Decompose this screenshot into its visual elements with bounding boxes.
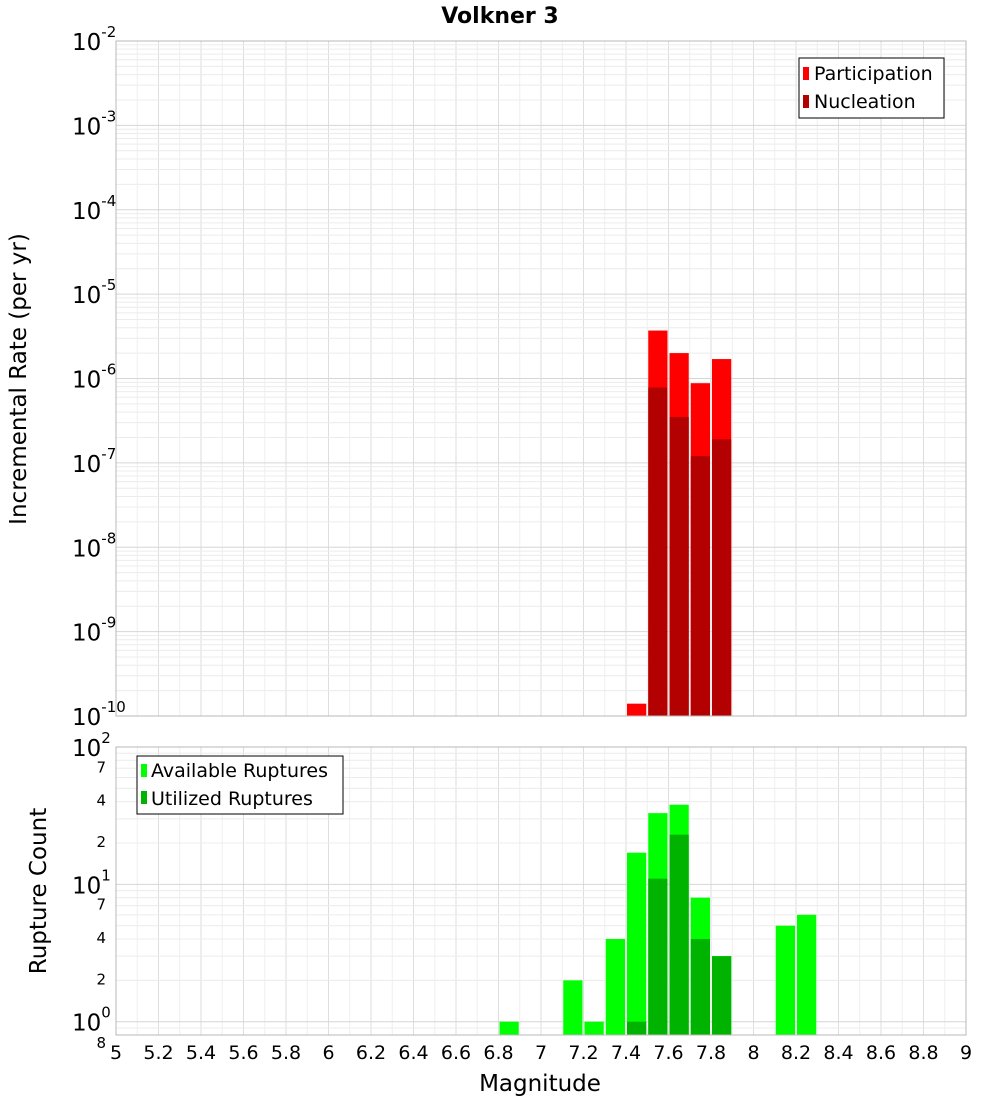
x-tick-label: 7 (535, 1042, 547, 1064)
count-y-minor-tick-label: 7 (96, 896, 106, 914)
magnitude-x-axis-label: Magnitude (479, 1071, 601, 1097)
x-tick-label: 8.2 (781, 1042, 811, 1064)
participation-legend-swatch (803, 67, 809, 80)
utilized-ruptures-bar (669, 834, 689, 1035)
x-tick-label: 5.4 (186, 1042, 216, 1064)
count-y-tick-label: 102 (72, 729, 111, 762)
x-tick-label: 9 (960, 1042, 972, 1064)
rate-y-tick-label: 10-5 (72, 276, 116, 309)
x-tick-label: 7.4 (611, 1042, 641, 1064)
utilized-ruptures-bar (690, 939, 710, 1035)
utilized-legend-swatch (141, 791, 147, 804)
available-ruptures-bar (627, 852, 647, 1035)
rate-plot-y-ticks: 10-10 10-9 10-8 10-7 10-6 10-5 10-4 10-3 10-2 (72, 23, 126, 731)
rate-legend: Participation Nucleation (798, 57, 945, 119)
x-tick-label: 6.2 (356, 1042, 386, 1064)
available-ruptures-bar (563, 980, 583, 1035)
available-legend-label: Available Ruptures (151, 760, 328, 782)
utilized-ruptures-bar (648, 878, 668, 1035)
rate-y-tick-label: 10-6 (72, 361, 116, 394)
count-y-minor-tick-label: 8 (96, 1034, 106, 1052)
participation-bar (627, 703, 647, 716)
x-tick-label: 7.2 (568, 1042, 598, 1064)
x-tick-label: 7.6 (653, 1042, 683, 1064)
rupture-legend-box (136, 755, 344, 815)
rate-plot-border (115, 40, 967, 717)
available-ruptures-bar (499, 1021, 519, 1035)
count-y-minor-tick-label: 4 (96, 792, 106, 810)
nucleation-bar (669, 416, 689, 716)
x-tick-label: 8.6 (866, 1042, 896, 1064)
rate-y-tick-label: 10-2 (72, 23, 116, 56)
available-legend-swatch (141, 764, 147, 777)
utilized-legend-label: Utilized Ruptures (151, 788, 313, 810)
utilized-ruptures-bar (712, 956, 732, 1035)
rate-y-tick-label: 10-7 (72, 445, 116, 478)
count-y-tick-label: 100 (72, 1004, 111, 1037)
rate-y-tick-label: 10-4 (72, 192, 116, 225)
magnitude-x-ticks: 5 5.2 5.4 5.6 5.8 6 6.2 6.4 6.6 6.8 7 7.2 7.4 7.6 7.8 8… (110, 1042, 972, 1064)
x-tick-label: 6.8 (483, 1042, 513, 1064)
x-tick-label: 6.4 (398, 1042, 428, 1064)
count-y-axis-label: Rupture Count (26, 808, 52, 974)
count-y-minor-tick-label: 7 (96, 758, 106, 776)
count-plot-y-ticks: 100 101 102 8 2 4 7 2 4 7 (72, 729, 111, 1052)
rate-plot-grid (115, 40, 967, 717)
x-tick-label: 6 (322, 1042, 334, 1064)
x-tick-label: 8 (747, 1042, 759, 1064)
count-plot-bars (499, 804, 817, 1035)
available-ruptures-bar (605, 939, 625, 1035)
chart-title: Volkner 3 (441, 4, 559, 29)
rate-y-tick-label: 10-8 (72, 529, 116, 562)
nucleation-bar (712, 439, 732, 716)
rate-legend-box (798, 57, 945, 119)
rupture-legend: Available Ruptures Utilized Ruptures (136, 755, 344, 815)
x-tick-label: 8.4 (823, 1042, 853, 1064)
x-tick-label: 8.8 (908, 1042, 938, 1064)
x-tick-label: 5 (110, 1042, 122, 1064)
x-tick-label: 5.6 (228, 1042, 258, 1064)
nucleation-bar (690, 456, 710, 716)
utilized-ruptures-bar (627, 1021, 647, 1035)
nucleation-legend-label: Nucleation (814, 91, 916, 113)
participation-legend-label: Participation (814, 63, 933, 85)
count-plot-border (115, 746, 967, 1036)
available-ruptures-bar (775, 925, 795, 1035)
nucleation-bar (648, 387, 668, 716)
rate-y-tick-label: 10-10 (72, 698, 126, 731)
rate-y-tick-label: 10-3 (72, 107, 116, 140)
count-y-minor-tick-label: 4 (96, 929, 106, 947)
x-tick-label: 5.2 (143, 1042, 173, 1064)
rate-y-axis-label: Incremental Rate (per yr) (6, 233, 32, 525)
x-tick-label: 6.6 (441, 1042, 471, 1064)
rate-plot: 10-10 10-9 10-8 10-7 10-6 10-5 10-4 10-3 10-2 In… (6, 23, 967, 731)
available-ruptures-bar (797, 914, 817, 1035)
nucleation-legend-swatch (803, 95, 809, 108)
x-tick-label: 7.8 (696, 1042, 726, 1064)
count-y-minor-tick-label: 2 (96, 833, 106, 851)
count-y-tick-label: 101 (72, 866, 111, 899)
rate-y-tick-label: 10-9 (72, 614, 116, 647)
available-ruptures-bar (584, 1021, 604, 1035)
x-tick-label: 5.8 (271, 1042, 301, 1064)
count-plot: 100 101 102 8 2 4 7 2 4 7 5 5.2 5.4 5.6 5.8 6 6.2 6.4 6.6… (26, 729, 972, 1097)
count-y-minor-tick-label: 2 (96, 970, 106, 988)
rate-plot-bars (627, 330, 732, 716)
